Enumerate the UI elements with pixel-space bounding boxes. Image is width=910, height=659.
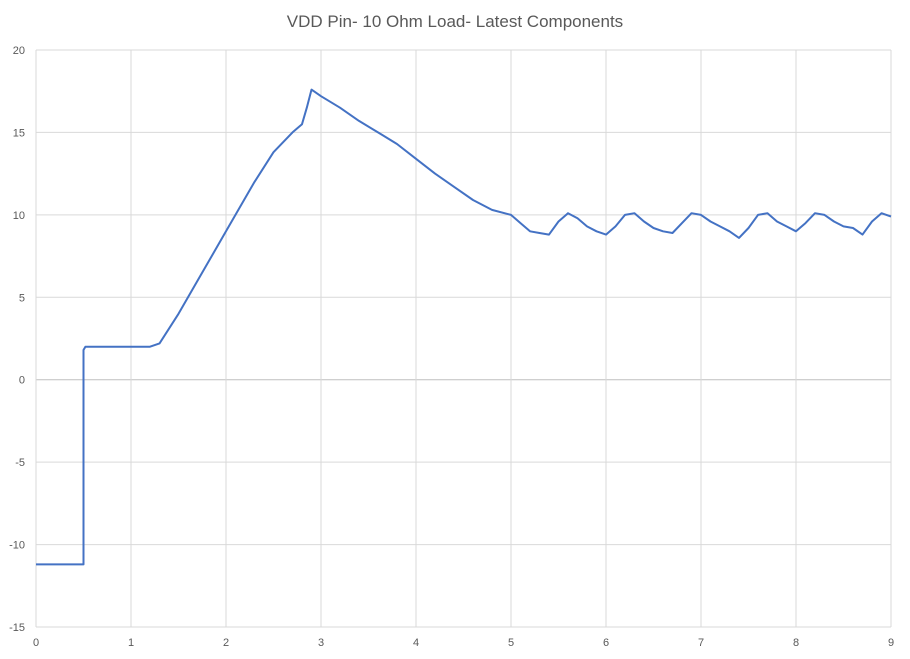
- x-tick-label: 2: [223, 637, 229, 649]
- y-tick-label: 10: [13, 210, 25, 222]
- y-tick-label: 15: [13, 127, 25, 139]
- x-tick-label: 4: [413, 637, 419, 649]
- y-tick-label: -5: [15, 457, 25, 469]
- y-tick-label: 20: [13, 45, 25, 57]
- y-tick-label: -10: [9, 540, 25, 552]
- chart-title: VDD Pin- 10 Ohm Load- Latest Components: [287, 12, 623, 31]
- x-tick-label: 0: [33, 637, 39, 649]
- x-axis: 0 1 2 3 4 5 6 7 8 9: [33, 637, 894, 649]
- series-group: [36, 88, 892, 566]
- y-tick-label: -15: [9, 622, 25, 634]
- x-tick-label: 9: [888, 637, 894, 649]
- x-tick-label: 8: [793, 637, 799, 649]
- x-tick-label: 5: [508, 637, 514, 649]
- series-line-1: [36, 88, 892, 566]
- x-tick-label: 7: [698, 637, 704, 649]
- y-axis: 20 15 10 5 0 -5 -10 -15: [9, 45, 25, 634]
- x-tick-label: 1: [128, 637, 134, 649]
- y-tick-label: 0: [19, 375, 25, 387]
- x-tick-label: 3: [318, 637, 324, 649]
- y-tick-label: 5: [19, 292, 25, 304]
- grid: [35, 49, 892, 628]
- x-tick-label: 6: [603, 637, 609, 649]
